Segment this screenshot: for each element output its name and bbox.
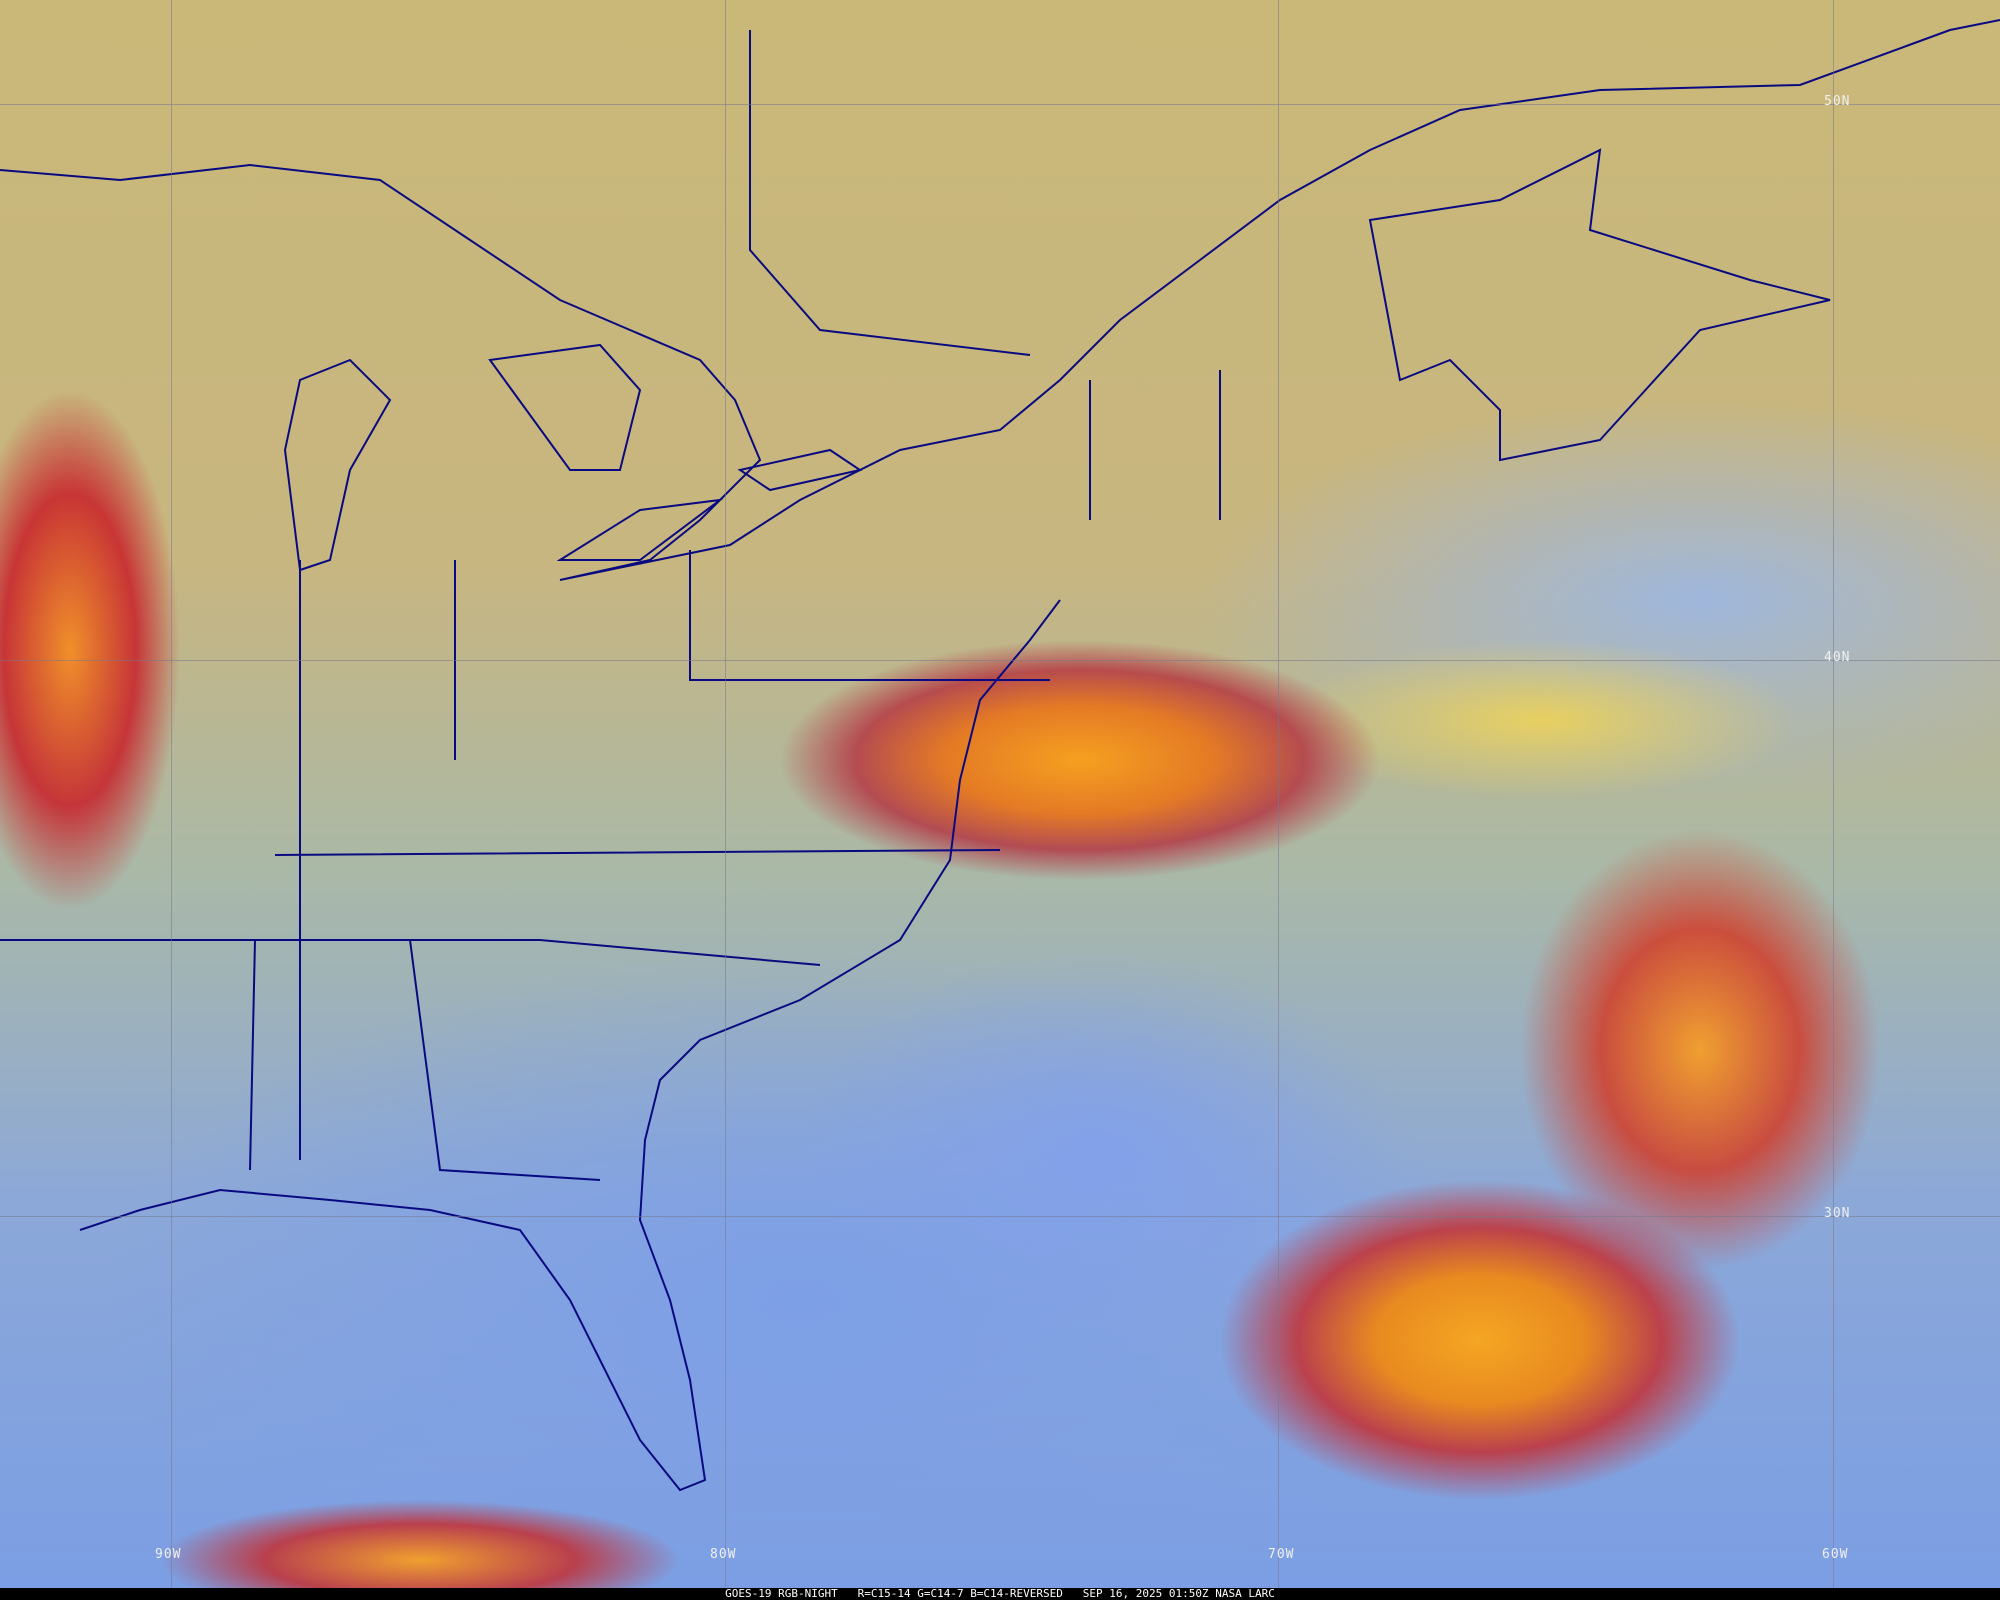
latitude-gridline <box>0 104 2000 105</box>
lon-label-80w: 80W <box>710 1547 737 1562</box>
lat-label-30n: 30N <box>1824 1206 1851 1221</box>
longitude-gridline <box>1833 0 1834 1588</box>
longitude-gridline <box>725 0 726 1588</box>
lon-label-90w: 90W <box>155 1547 182 1562</box>
lon-label-70w: 70W <box>1268 1547 1295 1562</box>
great-lakes <box>283 343 863 572</box>
maritimes <box>1368 148 1831 462</box>
coastline-east <box>79 599 1061 1492</box>
longitude-gridline <box>1278 0 1279 1588</box>
lat-label-40n: 40N <box>1824 650 1851 665</box>
latitude-gridline <box>0 1216 2000 1217</box>
lon-label-60w: 60W <box>1822 1547 1849 1562</box>
latitude-gridline <box>0 660 2000 661</box>
coastline <box>0 19 2000 581</box>
lat-label-50n: 50N <box>1824 94 1851 109</box>
longitude-gridline <box>171 0 172 1588</box>
state-borders <box>0 30 1221 1181</box>
image-caption: GOES-19 RGB-NIGHT R=C15-14 G=C14-7 B=C14… <box>0 1588 2000 1600</box>
